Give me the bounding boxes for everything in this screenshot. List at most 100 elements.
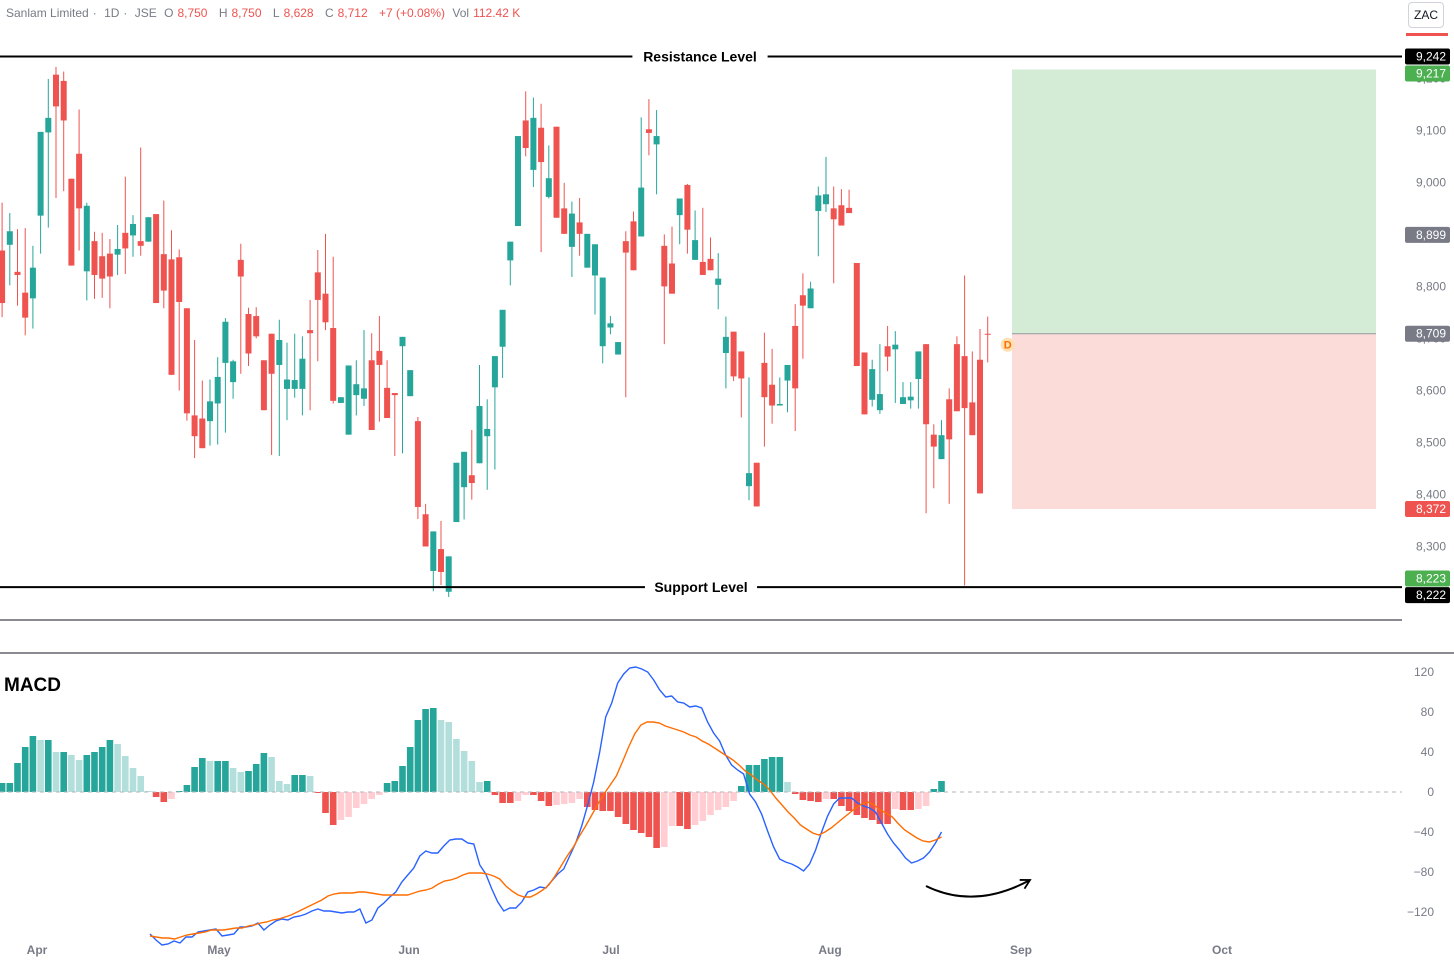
candle-body — [268, 333, 275, 374]
price-tag-label: 8,372 — [1416, 502, 1446, 516]
macd-histogram-bar — [0, 783, 6, 792]
candle-body — [214, 376, 221, 404]
price-axis-tags: 9,242 9,217 8,899 8,709 8,372 8,223 8,222 — [1405, 48, 1450, 604]
candle-body — [176, 257, 183, 303]
candle-body — [576, 222, 583, 234]
candle-body — [422, 514, 429, 547]
macd-histogram-bar — [537, 792, 545, 801]
currency-button[interactable]: ZAC — [1408, 2, 1444, 28]
candle-body — [515, 136, 521, 227]
macd-histogram-bar — [707, 792, 714, 815]
candle-body — [260, 360, 267, 411]
candle-body — [445, 556, 452, 592]
candle-body — [137, 241, 144, 246]
macd-histogram-bar — [399, 766, 406, 792]
candle-body — [738, 351, 745, 379]
macd-histogram-bar — [422, 709, 429, 792]
candle-body — [468, 475, 475, 484]
candle-body — [53, 74, 59, 107]
candle-body — [507, 241, 514, 261]
candle-body — [114, 248, 121, 255]
price-tag-label: 8,223 — [1416, 572, 1446, 586]
time-tick-label: Oct — [1212, 943, 1232, 957]
price-tick-label: 8,800 — [1416, 279, 1446, 293]
candle-body — [237, 259, 244, 277]
macd-histogram-bar — [129, 768, 137, 792]
candle-body — [707, 258, 714, 271]
macd-histogram-bar — [791, 792, 799, 794]
candle-body — [892, 344, 899, 350]
time-tick-label: Apr — [27, 943, 48, 957]
candle-body — [276, 339, 283, 365]
currency-indicator — [1406, 33, 1448, 36]
macd-histogram-bar — [345, 792, 352, 817]
support-resistance-levels[interactable]: Resistance Level Support Level — [0, 47, 1402, 597]
candle-body — [76, 153, 83, 209]
interval[interactable]: 1D — [104, 6, 120, 20]
macd-histogram-bar — [499, 792, 506, 803]
candle-body — [83, 205, 90, 272]
macd-histogram-bar — [876, 792, 884, 824]
price-tick-label: 9,000 — [1416, 175, 1446, 189]
price-tick-label: 8,500 — [1416, 435, 1446, 449]
macd-histogram-bar — [353, 792, 360, 808]
macd-histogram-bar — [152, 792, 160, 797]
price-tick-label: 8,300 — [1416, 540, 1446, 554]
candle-body — [938, 435, 945, 460]
macd-histogram-bar — [383, 783, 391, 792]
candle-body — [961, 356, 968, 409]
candle-body — [568, 213, 575, 247]
price-tag — [1405, 65, 1450, 82]
macd-histogram-bar — [822, 792, 830, 799]
macd-histogram-bar — [83, 755, 91, 792]
candle-body — [946, 399, 953, 440]
price-tag-label: 9,217 — [1416, 66, 1446, 80]
candle-body — [68, 178, 75, 266]
macd-tick-label: 0 — [1427, 785, 1434, 799]
macd-histogram-bar — [599, 792, 606, 811]
macd-histogram-bar — [145, 791, 152, 792]
macd-histogram-bar — [637, 792, 645, 833]
macd-histogram-bar — [761, 759, 768, 792]
macd-histogram-bar — [360, 792, 368, 804]
macd-histogram-bar — [337, 792, 345, 820]
macd-axis[interactable]: 120 80 40 0 −40 −80 −120 — [1407, 665, 1434, 919]
macd-histogram-bar — [299, 775, 306, 792]
candle-body — [391, 393, 398, 396]
candle-body — [291, 380, 298, 389]
macd-histogram-bar — [376, 792, 383, 795]
macd-histogram-bar — [514, 792, 522, 801]
macd-histogram-bar — [745, 765, 753, 792]
macd-histogram-bar — [114, 744, 121, 792]
candle-body — [607, 323, 614, 328]
candle-body — [368, 360, 375, 430]
macd-tick-label: −120 — [1407, 905, 1434, 919]
macd-histogram-bar — [322, 792, 329, 813]
macd-histogram-bar — [807, 792, 814, 801]
position-zones[interactable] — [1012, 69, 1376, 510]
candle-body — [430, 531, 437, 571]
candle-body — [653, 136, 660, 145]
change-value: +7 (+0.08%) — [378, 6, 446, 20]
candle-body — [692, 240, 699, 260]
macd-histogram-bar — [37, 740, 44, 792]
time-tick-label: Jun — [398, 943, 419, 957]
macd-histogram-bar — [830, 792, 837, 799]
candle-body — [823, 194, 829, 205]
macd-histogram-bar — [522, 792, 529, 795]
macd-histogram-bar — [214, 761, 221, 792]
time-axis[interactable]: Apr May Jun Jul Aug Sep Oct — [27, 943, 1232, 957]
symbol-name[interactable]: Sanlam Limited — [6, 6, 89, 20]
macd-histogram-bar — [199, 758, 206, 792]
macd-histogram-bar — [776, 757, 784, 792]
candle-body — [453, 462, 460, 523]
candle-body — [499, 309, 506, 347]
candle-body — [746, 473, 752, 487]
macd-histogram-bar — [799, 792, 807, 800]
signal-line — [149, 721, 942, 940]
curved-arrow-drawing[interactable] — [925, 879, 1032, 898]
target-zone — [1012, 69, 1376, 334]
candle-body — [730, 331, 737, 377]
